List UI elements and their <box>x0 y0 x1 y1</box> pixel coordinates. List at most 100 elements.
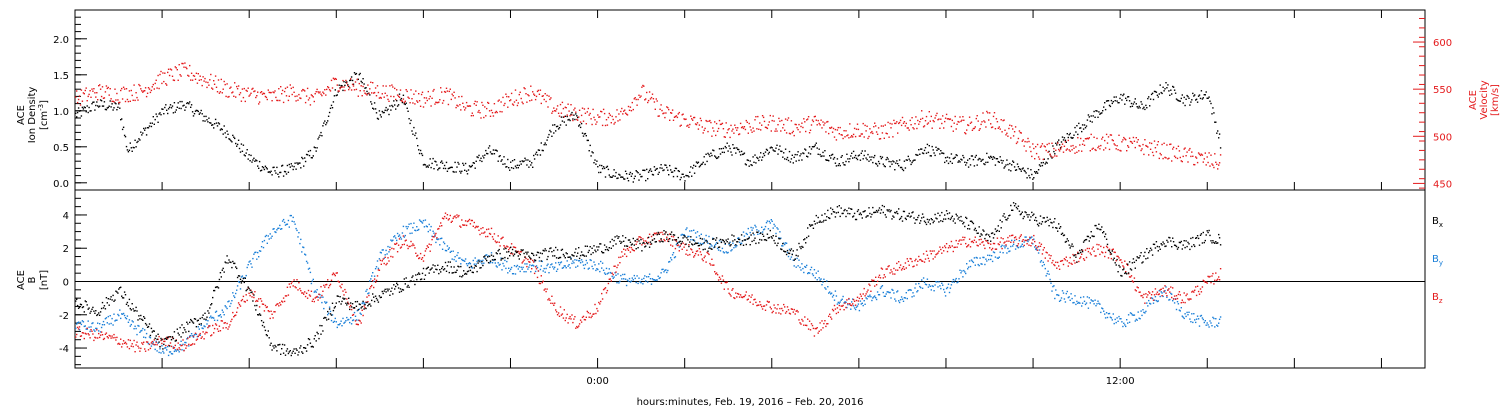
density-point <box>598 171 600 174</box>
density-point <box>1045 161 1047 163</box>
density-point <box>1188 97 1190 99</box>
velocity-point <box>897 132 899 134</box>
velocity-point <box>652 98 655 100</box>
velocity-point <box>483 116 485 119</box>
velocity-point <box>711 135 713 137</box>
bz-point <box>553 304 555 306</box>
density-point <box>255 159 257 161</box>
bz-point <box>1168 288 1170 290</box>
density-point <box>671 171 674 173</box>
velocity-point <box>923 125 926 127</box>
by-point <box>784 243 786 246</box>
by-point <box>960 272 962 274</box>
by-point <box>1102 308 1104 310</box>
by-point <box>327 314 329 316</box>
density-point <box>97 105 99 107</box>
by-point <box>391 240 393 242</box>
density-point <box>751 164 753 167</box>
density-point <box>328 111 331 114</box>
bz-point <box>759 301 761 303</box>
density-point <box>537 149 540 151</box>
velocity-point <box>1170 143 1172 145</box>
density-point <box>975 154 977 157</box>
bz-point <box>282 297 285 299</box>
by-point <box>510 268 512 270</box>
velocity-point <box>491 112 494 114</box>
bz-point <box>664 240 666 242</box>
density-point <box>716 157 719 159</box>
by-point <box>649 278 652 280</box>
bz-point <box>510 252 512 255</box>
by-point <box>394 235 396 237</box>
bz-point <box>764 309 767 311</box>
density-point <box>1100 112 1102 115</box>
by-point <box>638 277 640 279</box>
by-point <box>592 268 594 270</box>
velocity-point <box>1128 137 1131 139</box>
by-point <box>987 254 989 256</box>
by-point <box>1056 294 1058 296</box>
velocity-point <box>867 137 869 140</box>
by-point <box>498 264 500 266</box>
density-point <box>878 162 881 165</box>
by-point <box>584 263 587 266</box>
bz-point <box>912 266 914 268</box>
bz-point <box>500 238 502 240</box>
bz-point <box>739 294 742 296</box>
bz-point <box>177 342 179 344</box>
velocity-point <box>1100 144 1102 147</box>
velocity-point <box>846 135 848 137</box>
density-point <box>1007 163 1009 166</box>
density-point <box>125 145 128 148</box>
density-point <box>865 157 867 159</box>
velocity-point <box>902 122 905 124</box>
by-point <box>686 227 688 229</box>
bz-point <box>676 244 679 247</box>
bz-point <box>451 220 453 222</box>
velocity-point <box>987 112 989 114</box>
density-point <box>676 175 679 178</box>
bz-point <box>358 319 360 322</box>
by-point <box>1054 297 1056 300</box>
density-point <box>393 100 395 102</box>
by-point <box>824 287 826 289</box>
bz-point <box>1177 293 1180 296</box>
velocity-point <box>575 111 577 113</box>
velocity-point <box>428 98 430 100</box>
density-point <box>361 81 363 84</box>
by-point <box>160 352 162 354</box>
by-point <box>295 227 297 230</box>
velocity-point <box>161 82 163 85</box>
density-point <box>958 160 960 162</box>
by-point <box>639 280 641 283</box>
density-point <box>935 146 937 148</box>
bz-point <box>726 281 728 283</box>
density-point <box>736 147 738 149</box>
by-point <box>967 266 970 268</box>
by-point <box>365 290 367 292</box>
bz-point <box>1215 272 1217 274</box>
density-point <box>764 151 767 153</box>
bz-point <box>191 343 194 345</box>
bz-point <box>1003 242 1005 244</box>
velocity-point <box>294 95 296 98</box>
density-point <box>358 73 360 76</box>
density-point <box>389 105 391 107</box>
by-point <box>552 266 554 268</box>
by-point <box>1082 296 1085 298</box>
by-point <box>609 271 611 274</box>
velocity-point <box>231 92 233 94</box>
bz-point <box>992 242 995 245</box>
by-point <box>262 246 265 249</box>
density-point <box>139 139 141 141</box>
density-point <box>832 158 835 160</box>
by-point <box>528 266 530 268</box>
velocity-point <box>713 130 715 132</box>
velocity-point <box>178 64 180 66</box>
by-point <box>267 235 269 237</box>
bz-point <box>519 251 521 253</box>
density-point <box>811 146 814 148</box>
bz-point <box>495 241 497 244</box>
velocity-point <box>523 87 525 89</box>
by-point <box>172 346 175 348</box>
